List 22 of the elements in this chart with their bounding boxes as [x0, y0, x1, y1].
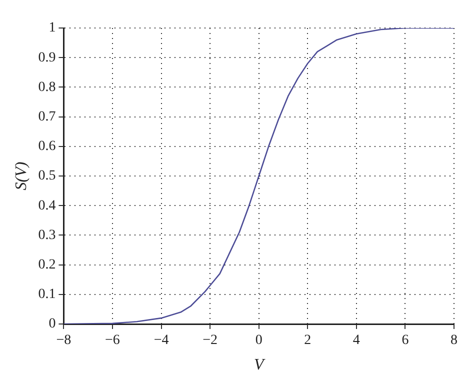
x-tick-label: 2: [304, 333, 312, 348]
x-tick-label: −6: [105, 333, 120, 348]
y-tick-label: 0.3: [38, 228, 56, 243]
y-tick-label: 0.8: [38, 80, 56, 95]
y-tick-label: 1: [48, 20, 56, 36]
y-tick-label: 0.7: [38, 109, 56, 124]
y-tick-label: 0.5: [38, 168, 56, 184]
x-tick-label: 6: [402, 333, 409, 348]
x-tick-label: −4: [154, 333, 169, 348]
y-axis-title: S(V): [12, 162, 30, 190]
x-tick-label: 4: [352, 333, 360, 348]
x-tick-label: −8: [56, 333, 72, 348]
y-tick-label: 0: [48, 316, 56, 332]
y-tick-label: 0.6: [38, 139, 56, 154]
x-axis-title: V: [254, 356, 266, 374]
y-tick-label: 0.2: [38, 257, 56, 272]
y-tick-label: 0.4: [38, 198, 56, 214]
y-tick-label: 0.9: [38, 50, 56, 66]
x-tick-label: 8: [450, 333, 458, 348]
y-tick-label: 0.1: [38, 287, 56, 302]
x-tick-label: 0: [255, 333, 262, 348]
x-tick-label: −2: [202, 333, 218, 348]
